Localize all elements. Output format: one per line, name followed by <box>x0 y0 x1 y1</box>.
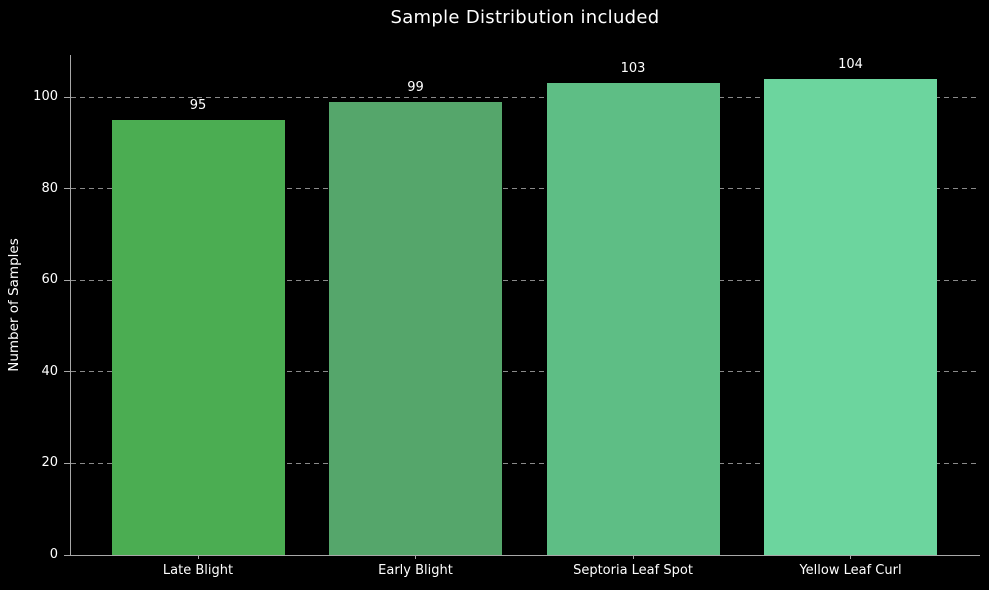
x-axis-spine <box>70 554 980 556</box>
bar-value-label: 99 <box>407 79 424 95</box>
y-axis-label: Number of Samples <box>6 238 22 372</box>
x-tick-label: Early Blight <box>378 563 453 578</box>
x-tick-label: Yellow Leaf Curl <box>799 563 902 578</box>
chart-title: Sample Distribution included <box>390 7 660 28</box>
gridline-y-40 <box>71 371 980 373</box>
y-axis-spine <box>70 55 71 555</box>
y-tick-label: 80 <box>41 180 58 196</box>
y-tick-label: 100 <box>33 89 58 105</box>
y-tick-mark <box>64 554 70 556</box>
bar-value-label: 103 <box>620 61 646 77</box>
y-tick-mark <box>64 371 70 373</box>
x-tick-label: Late Blight <box>162 563 234 578</box>
gridline-y-80 <box>71 188 980 190</box>
y-tick-mark <box>64 279 70 281</box>
bar-early-blight <box>329 101 502 555</box>
x-tick-mark <box>850 555 851 559</box>
y-tick-label: 20 <box>41 455 58 471</box>
x-tick-mark <box>632 555 634 559</box>
bar-value-label: 95 <box>189 98 207 114</box>
y-tick-label: 40 <box>41 363 58 379</box>
y-tick-mark <box>64 96 70 98</box>
y-tick-label: 0 <box>49 547 58 562</box>
bar-septoria-leaf-spot <box>546 83 720 555</box>
gridline-y-20 <box>71 462 980 464</box>
y-tick-label: 60 <box>41 272 58 288</box>
bar-late-blight <box>111 120 285 555</box>
x-tick-mark <box>197 555 199 559</box>
plot-area: 0 20 40 60 80 100 95 Late Blight 99 Early Blight 1… <box>33 55 980 578</box>
gridline-y-100 <box>71 96 980 98</box>
x-tick-label: Septoria Leaf Spot <box>573 563 693 578</box>
y-tick-mark <box>64 188 70 190</box>
y-tick-mark <box>64 462 70 464</box>
bar-value-label: 104 <box>838 56 863 72</box>
x-tick-mark <box>415 555 416 559</box>
gridline-y-60 <box>71 279 980 281</box>
bar-yellow-leaf-curl <box>764 78 937 555</box>
